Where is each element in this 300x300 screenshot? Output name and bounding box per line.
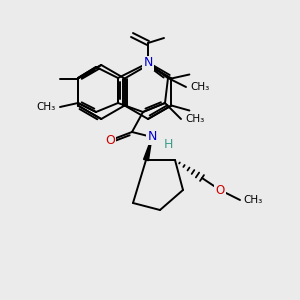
Polygon shape bbox=[144, 137, 152, 160]
Text: CH₃: CH₃ bbox=[37, 102, 56, 112]
Text: O: O bbox=[105, 134, 115, 146]
Text: CH₃: CH₃ bbox=[185, 114, 204, 124]
Text: H: H bbox=[163, 139, 173, 152]
Text: CH₃: CH₃ bbox=[190, 82, 209, 92]
Text: O: O bbox=[215, 184, 225, 196]
Text: N: N bbox=[147, 130, 157, 143]
Text: CH₃: CH₃ bbox=[243, 195, 262, 205]
Text: N: N bbox=[143, 56, 153, 70]
